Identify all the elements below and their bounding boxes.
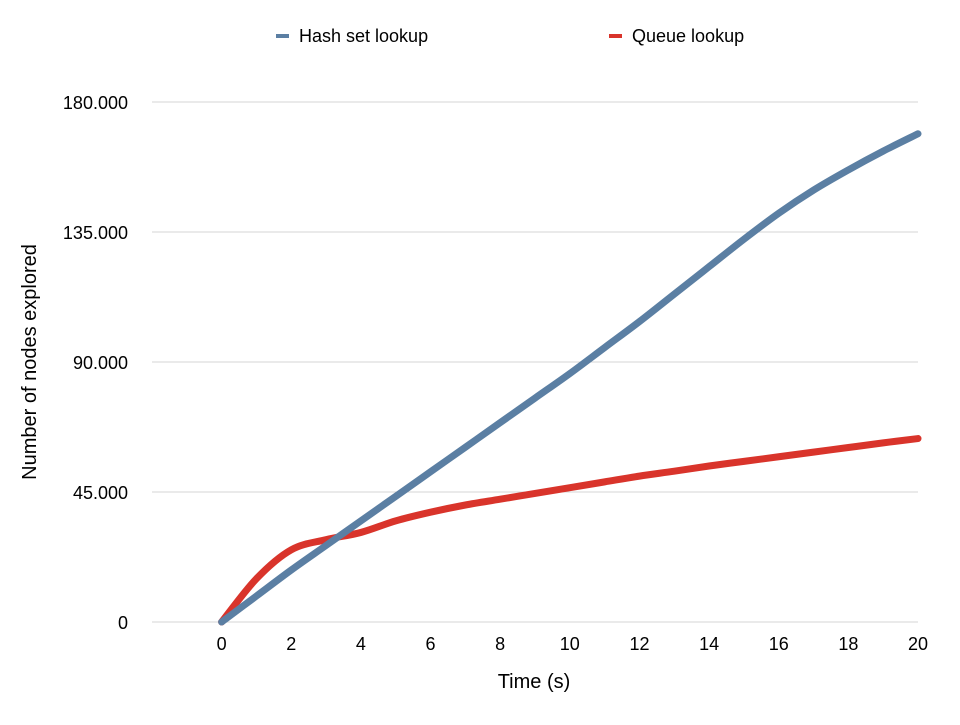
- series-line-hash-set-lookup: [218, 130, 922, 626]
- x-axis-label: Time (s): [498, 671, 571, 693]
- y-axis-label: Number of nodes explored: [19, 244, 41, 480]
- x-tick-label: 16: [769, 634, 789, 654]
- y-tick-label: 180.000: [63, 93, 128, 113]
- y-tick-label: 45.000: [73, 483, 128, 503]
- x-tick-label: 0: [217, 634, 227, 654]
- series-line-queue-lookup: [218, 435, 922, 626]
- grid-lines: [152, 101, 918, 623]
- y-tick-label: 0: [118, 613, 128, 633]
- x-tick-label: 2: [286, 634, 296, 654]
- x-axis-ticks: 0 2 4 6 8 10 12 14 16 18 20: [217, 634, 928, 654]
- series-lines: [218, 130, 922, 626]
- x-tick-label: 18: [838, 634, 858, 654]
- x-tick-label: 10: [560, 634, 580, 654]
- x-tick-label: 14: [699, 634, 719, 654]
- x-tick-label: 6: [426, 634, 436, 654]
- x-tick-label: 12: [629, 634, 649, 654]
- x-tick-label: 4: [356, 634, 366, 654]
- y-tick-label: 90.000: [73, 353, 128, 373]
- x-tick-label: 8: [495, 634, 505, 654]
- y-axis-ticks: 0 45.000 90.000 135.000 180.000: [63, 93, 128, 633]
- legend-label: Queue lookup: [632, 26, 744, 46]
- y-tick-label: 135.000: [63, 223, 128, 243]
- legend: Hash set lookup Queue lookup: [276, 26, 744, 46]
- legend-label: Hash set lookup: [299, 26, 428, 46]
- x-tick-label: 20: [908, 634, 928, 654]
